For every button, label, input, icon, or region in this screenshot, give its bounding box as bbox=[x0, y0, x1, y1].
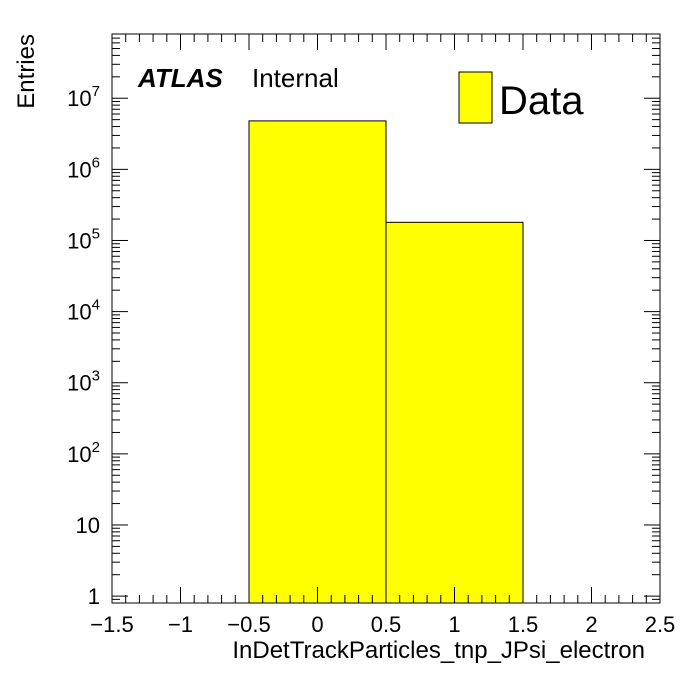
x-tick-label: 2 bbox=[585, 612, 597, 637]
x-tick-label: 0 bbox=[311, 612, 323, 637]
legend-label: Data bbox=[499, 79, 584, 123]
y-axis-title: Entries bbox=[13, 34, 40, 109]
x-tick-label: −1.5 bbox=[90, 612, 133, 637]
y-tick-label: 107 bbox=[67, 83, 100, 111]
x-tick-label: 0.5 bbox=[371, 612, 402, 637]
y-tick-label: 105 bbox=[67, 225, 100, 253]
x-tick-label: 1.5 bbox=[508, 612, 539, 637]
histogram-bar bbox=[248, 120, 387, 604]
x-tick-labels: −1.5 −1 −0.5 0 0.5 1 1.5 2 2.5 bbox=[90, 612, 675, 637]
x-axis-title: InDetTrackParticles_tnp_JPsi_electron bbox=[232, 637, 645, 664]
x-tick-label: 2.5 bbox=[645, 612, 676, 637]
y-tick-label: 104 bbox=[67, 297, 100, 325]
x-tick-label: 1 bbox=[448, 612, 460, 637]
y-tick-label: 10 bbox=[76, 513, 100, 538]
plot-frame bbox=[111, 33, 661, 604]
legend-swatch bbox=[458, 71, 493, 124]
histogram-bar bbox=[385, 221, 524, 604]
atlas-label: ATLAS bbox=[137, 63, 223, 93]
y-tick-label: 103 bbox=[67, 368, 100, 396]
y-tick-label: 1 bbox=[88, 584, 100, 609]
x-tick-label: −1 bbox=[168, 612, 193, 637]
y-tick-labels: 1 10 102 103 104 105 106 107 bbox=[67, 83, 100, 609]
axis-ticks bbox=[111, 33, 661, 604]
x-tick-label: −0.5 bbox=[227, 612, 270, 637]
internal-label: Internal bbox=[252, 63, 339, 93]
y-tick-label: 106 bbox=[67, 154, 100, 182]
y-tick-label: 102 bbox=[67, 439, 100, 467]
histogram-bars bbox=[248, 120, 524, 604]
